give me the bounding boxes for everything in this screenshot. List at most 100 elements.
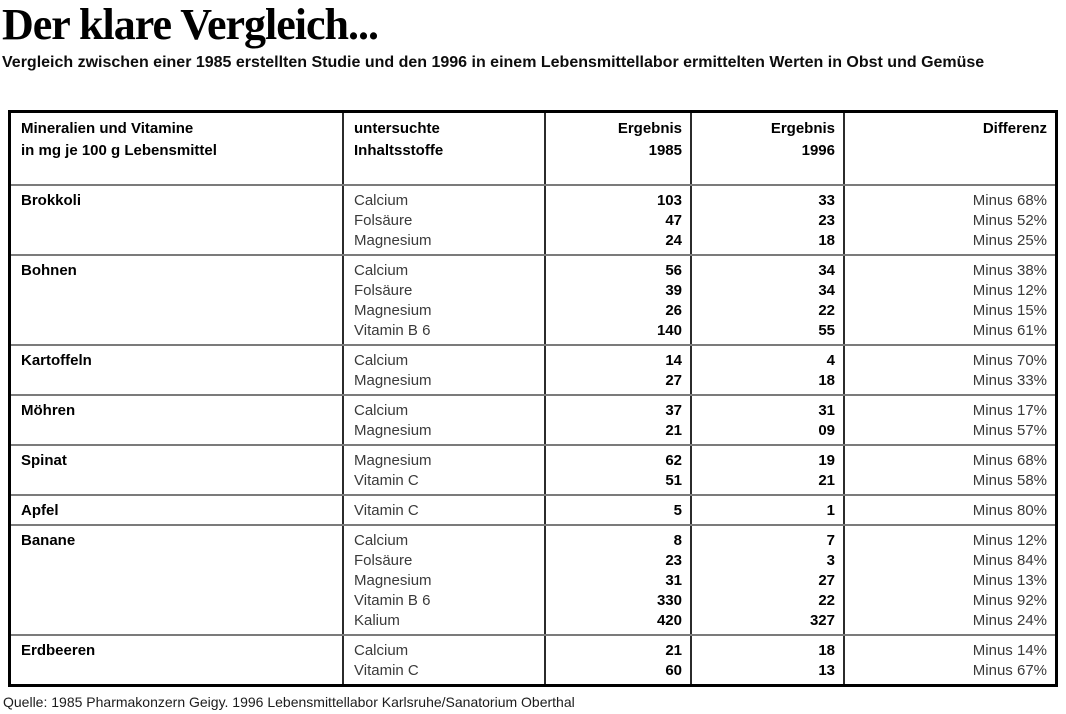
header-cell-minerals: Mineralien und Vitamine in mg je 100 g L… bbox=[11, 113, 342, 184]
differences-cell: Minus 68% Minus 52% Minus 25% bbox=[843, 186, 1055, 254]
values-1985-cell: 5 bbox=[544, 496, 690, 524]
food-name: Möhren bbox=[21, 402, 76, 419]
value-1985: 21 bbox=[665, 422, 682, 439]
value-1996: 22 bbox=[818, 302, 835, 319]
value-1985: 5 bbox=[673, 502, 682, 519]
differences-cell: Minus 14% Minus 67% bbox=[843, 636, 1055, 684]
value-1985: 140 bbox=[656, 322, 682, 339]
value-1996: 23 bbox=[818, 212, 835, 229]
food-group-row: Erdbeeren Calcium Vitamin C 21 60 18 13 Minus 1… bbox=[11, 634, 1055, 684]
food-group-row: Apfel Vitamin C 5 1 Minus 80% bbox=[11, 494, 1055, 524]
header-cell-nutrients: untersuchte Inhaltsstoffe bbox=[342, 113, 544, 184]
nutrient-label: Calcium bbox=[354, 532, 409, 549]
food-cell: Banane bbox=[11, 526, 342, 634]
difference-value: Minus 33% bbox=[972, 372, 1047, 389]
value-1985: 23 bbox=[665, 552, 682, 569]
value-1996: 55 bbox=[818, 322, 835, 339]
food-cell: Bohnen bbox=[11, 256, 342, 344]
table-header-row: Mineralien und Vitamine in mg je 100 g L… bbox=[11, 113, 1055, 184]
nutrient-label: Calcium bbox=[354, 352, 409, 369]
header-line: Differenz bbox=[982, 120, 1047, 137]
difference-value: Minus 57% bbox=[972, 422, 1047, 439]
difference-value: Minus 70% bbox=[972, 352, 1047, 369]
food-cell: Möhren bbox=[11, 396, 342, 444]
nutrient-label: Vitamin B 6 bbox=[354, 592, 431, 609]
difference-value: Minus 12% bbox=[972, 532, 1047, 549]
difference-value: Minus 17% bbox=[972, 402, 1047, 419]
nutrients-cell: Vitamin C bbox=[342, 496, 544, 524]
value-1996: 18 bbox=[818, 372, 835, 389]
header-line: Inhaltsstoffe bbox=[354, 142, 444, 159]
nutrients-cell: Calcium Folsäure Magnesium bbox=[342, 186, 544, 254]
value-1996: 4 bbox=[826, 352, 835, 369]
values-1985-cell: 14 27 bbox=[544, 346, 690, 394]
food-group-row: Kartoffeln Calcium Magnesium 14 27 4 18 Minus 7… bbox=[11, 344, 1055, 394]
nutrient-label: Vitamin C bbox=[354, 502, 419, 519]
value-1985: 21 bbox=[665, 642, 682, 659]
food-group-row: Brokkoli Calcium Folsäure Magnesium 103 47 24 3… bbox=[11, 184, 1055, 254]
difference-value: Minus 12% bbox=[972, 282, 1047, 299]
value-1996: 31 bbox=[818, 402, 835, 419]
value-1985: 60 bbox=[665, 662, 682, 679]
header-line: 1996 bbox=[801, 142, 835, 159]
food-name: Banane bbox=[21, 532, 76, 549]
value-1985: 103 bbox=[656, 192, 682, 209]
differences-cell: Minus 70% Minus 33% bbox=[843, 346, 1055, 394]
value-1996: 18 bbox=[818, 642, 835, 659]
values-1996-cell: 19 21 bbox=[690, 446, 843, 494]
food-cell: Spinat bbox=[11, 446, 342, 494]
value-1985: 24 bbox=[665, 232, 682, 249]
header-line: Ergebnis bbox=[770, 120, 835, 137]
value-1996: 33 bbox=[818, 192, 835, 209]
value-1996: 3 bbox=[826, 552, 835, 569]
nutrient-label: Magnesium bbox=[354, 372, 432, 389]
value-1996: 13 bbox=[818, 662, 835, 679]
value-1996: 34 bbox=[818, 262, 835, 279]
values-1996-cell: 4 18 bbox=[690, 346, 843, 394]
food-cell: Apfel bbox=[11, 496, 342, 524]
value-1985: 62 bbox=[665, 452, 682, 469]
values-1985-cell: 8 23 31 330 420 bbox=[544, 526, 690, 634]
difference-value: Minus 92% bbox=[972, 592, 1047, 609]
difference-value: Minus 68% bbox=[972, 452, 1047, 469]
difference-value: Minus 84% bbox=[972, 552, 1047, 569]
food-group-row: Bohnen Calcium Folsäure Magnesium Vitamin B … bbox=[11, 254, 1055, 344]
value-1985: 47 bbox=[665, 212, 682, 229]
values-1985-cell: 62 51 bbox=[544, 446, 690, 494]
nutrient-label: Magnesium bbox=[354, 422, 432, 439]
table-body: Brokkoli Calcium Folsäure Magnesium 103 47 24 3… bbox=[11, 184, 1055, 684]
differences-cell: Minus 80% bbox=[843, 496, 1055, 524]
nutrient-label: Kalium bbox=[354, 612, 400, 629]
food-cell: Brokkoli bbox=[11, 186, 342, 254]
differences-cell: Minus 38% Minus 12% Minus 15% Minus 61% bbox=[843, 256, 1055, 344]
difference-value: Minus 80% bbox=[972, 502, 1047, 519]
value-1996: 327 bbox=[809, 612, 835, 629]
header-cell-result-1985: Ergebnis 1985 bbox=[544, 113, 690, 184]
nutrient-label: Vitamin C bbox=[354, 472, 419, 489]
value-1996: 18 bbox=[818, 232, 835, 249]
values-1996-cell: 34 34 22 55 bbox=[690, 256, 843, 344]
header-line: 1985 bbox=[648, 142, 682, 159]
value-1996: 27 bbox=[818, 572, 835, 589]
value-1985: 39 bbox=[665, 282, 682, 299]
nutrients-cell: Calcium Vitamin C bbox=[342, 636, 544, 684]
value-1985: 56 bbox=[665, 262, 682, 279]
values-1985-cell: 56 39 26 140 bbox=[544, 256, 690, 344]
difference-value: Minus 68% bbox=[972, 192, 1047, 209]
value-1996: 1 bbox=[826, 502, 835, 519]
header-line: Ergebnis bbox=[617, 120, 682, 137]
value-1985: 27 bbox=[665, 372, 682, 389]
nutrient-label: Calcium bbox=[354, 402, 409, 419]
values-1985-cell: 37 21 bbox=[544, 396, 690, 444]
nutrient-label: Calcium bbox=[354, 262, 409, 279]
food-group-row: Möhren Calcium Magnesium 37 21 31 09 Minus 17% M… bbox=[11, 394, 1055, 444]
value-1996: 22 bbox=[818, 592, 835, 609]
difference-value: Minus 14% bbox=[972, 642, 1047, 659]
differences-cell: Minus 17% Minus 57% bbox=[843, 396, 1055, 444]
food-name: Erdbeeren bbox=[21, 642, 96, 659]
values-1996-cell: 7 3 27 22 327 bbox=[690, 526, 843, 634]
difference-value: Minus 67% bbox=[972, 662, 1047, 679]
value-1996: 7 bbox=[826, 532, 835, 549]
value-1985: 31 bbox=[665, 572, 682, 589]
value-1985: 420 bbox=[656, 612, 682, 629]
